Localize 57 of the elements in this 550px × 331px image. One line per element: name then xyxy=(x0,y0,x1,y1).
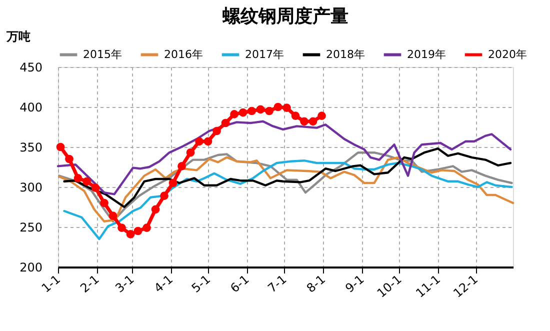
x-tick-label: 1-1 xyxy=(38,272,63,296)
point xyxy=(108,212,118,220)
point xyxy=(65,154,74,164)
point xyxy=(238,108,248,117)
legend-label: 2019年 xyxy=(407,48,446,61)
x-tick-label: 5-1 xyxy=(188,272,213,296)
legend-label: 2018年 xyxy=(326,48,365,61)
x-tick-label: 4-1 xyxy=(151,272,176,296)
legend-label: 2016年 xyxy=(164,48,203,61)
y-tick-label: 400 xyxy=(20,100,42,114)
point xyxy=(168,178,178,188)
point xyxy=(142,224,151,232)
point xyxy=(91,184,100,192)
legend-label: 2017年 xyxy=(245,48,284,61)
point xyxy=(291,112,300,120)
point xyxy=(126,230,135,238)
legend-label: 2015年 xyxy=(83,48,122,61)
point xyxy=(186,148,195,157)
line-series xyxy=(63,148,512,208)
y-tick-label: 250 xyxy=(20,220,42,234)
point xyxy=(274,102,282,112)
point xyxy=(100,198,108,208)
x-tick-label: 8-1 xyxy=(304,272,328,296)
point xyxy=(134,226,142,236)
point xyxy=(178,162,186,170)
point xyxy=(195,137,204,146)
point xyxy=(256,105,265,114)
point xyxy=(248,106,256,116)
line-series xyxy=(63,160,513,240)
line-series xyxy=(56,120,512,196)
point xyxy=(221,118,230,128)
point xyxy=(74,174,82,182)
y-tick-label: 300 xyxy=(20,180,42,194)
point xyxy=(118,224,126,232)
x-tick-label: 3-1 xyxy=(112,272,137,296)
y-tick-label: 350 xyxy=(20,140,42,154)
y-tick-label: 200 xyxy=(20,260,42,274)
point xyxy=(282,104,291,112)
x-tick-label: 6-1 xyxy=(228,272,252,296)
point xyxy=(308,117,318,126)
point xyxy=(230,110,238,118)
point xyxy=(265,106,274,116)
point xyxy=(318,112,326,120)
x-tick-label: 2-1 xyxy=(78,272,102,296)
x-tick-label: 9-1 xyxy=(342,272,367,296)
point xyxy=(300,117,308,126)
x-tick-label: 7-1 xyxy=(265,272,290,296)
point xyxy=(56,142,65,152)
legend-label: 2020年 xyxy=(488,48,527,61)
chart-title: 螺纹钢周度产量 xyxy=(222,6,348,27)
point xyxy=(151,205,160,214)
point xyxy=(160,192,168,200)
point xyxy=(82,177,91,186)
y-axis-title: 万吨 xyxy=(6,30,30,44)
point xyxy=(204,137,212,146)
y-tick-label: 450 xyxy=(20,60,42,74)
point xyxy=(212,126,221,136)
